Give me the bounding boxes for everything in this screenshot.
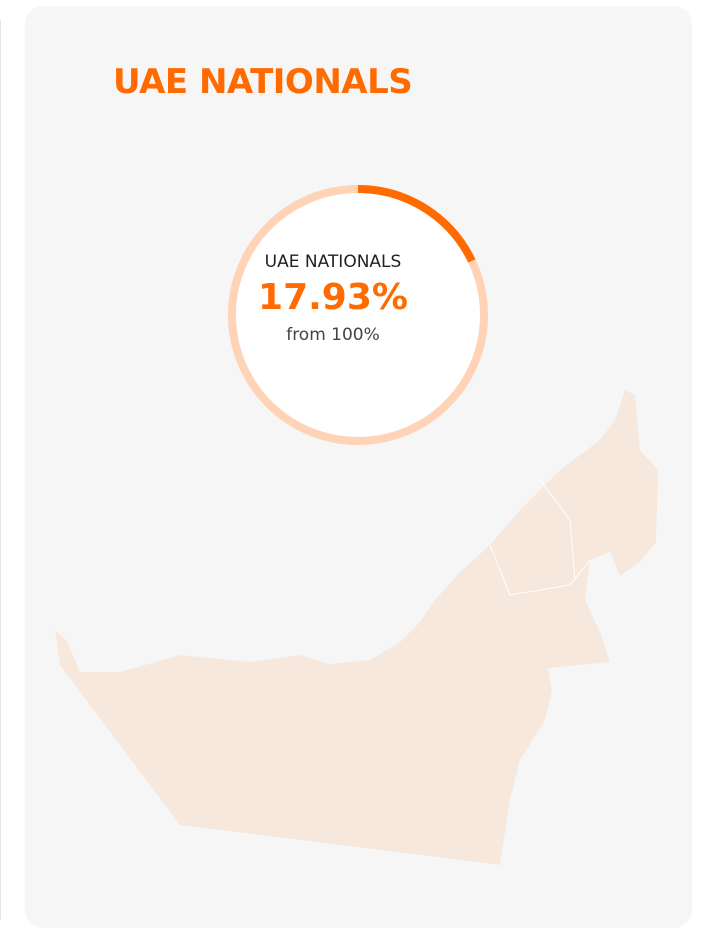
gauge-center: UAE NATIONALS 17.93% from 100%: [258, 250, 408, 348]
card: UAE NATIONALS: [25, 6, 692, 928]
gauge-value: 17.93%: [258, 277, 408, 318]
card-title: UAE NATIONALS: [113, 62, 413, 102]
map-borders: [539, 479, 576, 581]
uae-map: [55, 390, 658, 865]
side-border: [0, 20, 1, 920]
gauge-arc: [228, 185, 488, 445]
map-borders: [489, 544, 591, 596]
gauge-label: UAE NATIONALS: [264, 252, 402, 272]
gauge-caption: from 100%: [286, 325, 380, 345]
